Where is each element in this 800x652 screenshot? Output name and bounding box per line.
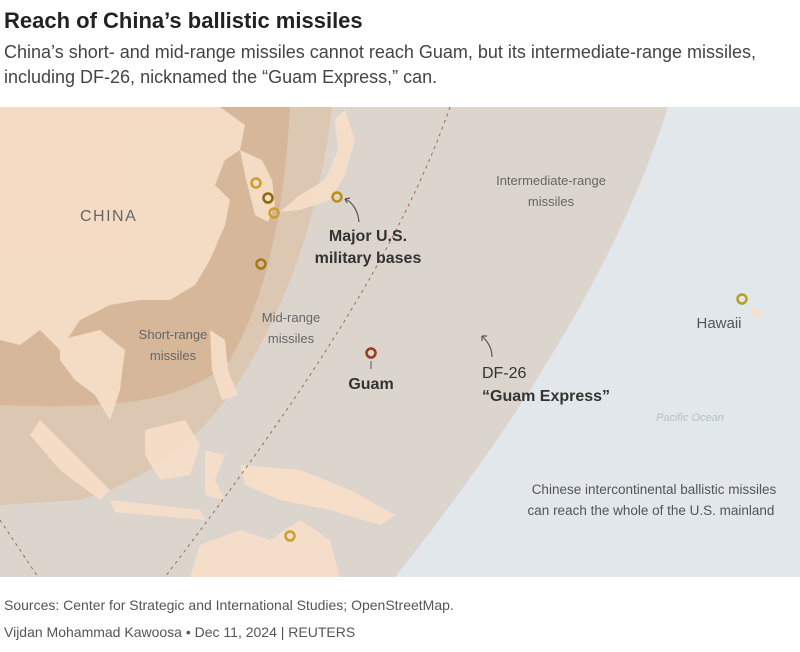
bases-label: Major U.S.	[329, 228, 407, 245]
base-marker	[262, 192, 274, 204]
mid-range-label: missiles	[268, 331, 315, 346]
land-new-guinea	[240, 465, 395, 525]
land-china	[0, 107, 245, 350]
df26-label: DF-26	[482, 365, 527, 382]
icbm-range-line	[0, 519, 39, 577]
land-sulawesi	[205, 450, 225, 500]
land	[0, 107, 762, 577]
base-marker	[268, 207, 280, 219]
china-label: CHINA	[80, 208, 137, 225]
icbm-label: can reach the whole of the U.S. mainland	[528, 503, 775, 518]
land-hawaii	[750, 308, 762, 318]
base-marker	[284, 530, 296, 542]
hawaii-label: Hawaii	[696, 315, 741, 332]
land-korea	[240, 150, 275, 222]
us-base-markers	[250, 177, 748, 542]
land-australia	[190, 520, 340, 577]
df26-range-line	[164, 107, 451, 577]
land-japan	[280, 110, 355, 212]
land-borneo	[145, 420, 200, 480]
land-sumatra	[30, 420, 110, 500]
mid-range-label: Mid-range	[262, 310, 321, 325]
missile-range-map: CHINA Major U.S. military bases Intermed…	[0, 107, 800, 577]
base-marker	[736, 293, 748, 305]
land-java	[110, 500, 205, 520]
short-range-label: missiles	[150, 348, 197, 363]
df26-label: “Guam Express”	[482, 388, 610, 405]
base-marker	[250, 177, 262, 189]
land-indochina	[60, 330, 125, 420]
page-subtitle: China’s short- and mid-range missiles ca…	[4, 42, 756, 87]
intermediate-range-label: missiles	[528, 194, 575, 209]
page-title: Reach of China’s ballistic missiles	[4, 8, 363, 33]
base-marker	[331, 191, 343, 203]
guam-marker	[365, 347, 377, 359]
base-marker	[255, 258, 267, 270]
short-range-label: Short-range	[139, 327, 208, 342]
icbm-label: Chinese intercontinental ballistic missi…	[532, 482, 777, 497]
ocean-label: Pacific Ocean	[656, 412, 724, 424]
bases-label: military bases	[315, 250, 422, 267]
land-philippines	[210, 330, 238, 400]
guam-label: Guam	[348, 376, 393, 393]
bases-arrow-icon	[344, 198, 360, 223]
sources: Sources: Center for Strategic and Intern…	[4, 597, 454, 613]
intermediate-range-label: Intermediate-range	[496, 173, 606, 188]
credit: Vijdan Mohammad Kawoosa • Dec 11, 2024 |…	[4, 624, 356, 640]
df26-arrow-icon	[481, 335, 493, 358]
